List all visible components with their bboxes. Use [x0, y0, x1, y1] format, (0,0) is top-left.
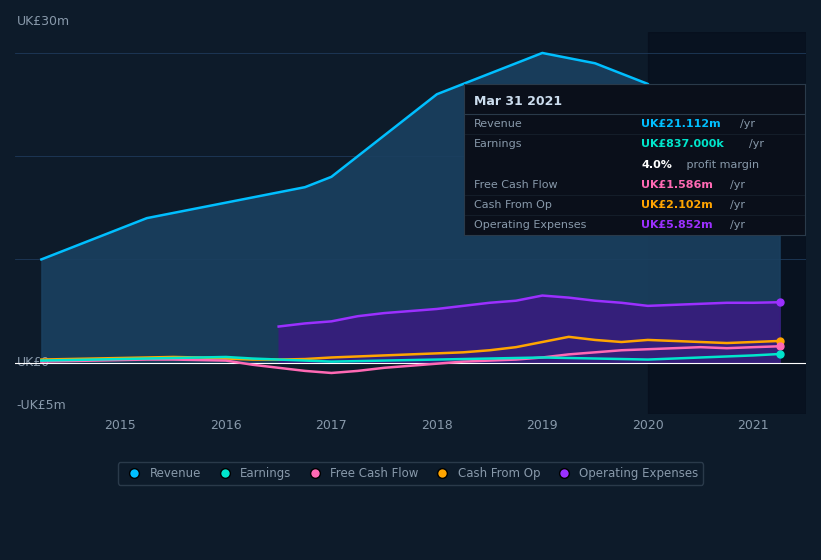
- Text: /yr: /yr: [731, 220, 745, 230]
- Text: 4.0%: 4.0%: [641, 160, 672, 170]
- Text: Mar 31 2021: Mar 31 2021: [474, 95, 562, 108]
- Text: UK£1.586m: UK£1.586m: [641, 180, 713, 190]
- Text: -UK£5m: -UK£5m: [16, 399, 67, 412]
- Bar: [648, 32, 806, 414]
- Text: UK£5.852m: UK£5.852m: [641, 220, 713, 230]
- Text: UK£837.000k: UK£837.000k: [641, 139, 724, 150]
- Text: UK£21.112m: UK£21.112m: [641, 119, 721, 129]
- Text: UK£0: UK£0: [16, 356, 50, 369]
- Legend: Revenue, Earnings, Free Cash Flow, Cash From Op, Operating Expenses: Revenue, Earnings, Free Cash Flow, Cash …: [118, 463, 703, 485]
- Text: /yr: /yr: [731, 200, 745, 210]
- Text: Operating Expenses: Operating Expenses: [474, 220, 586, 230]
- Text: Cash From Op: Cash From Op: [474, 200, 552, 210]
- Text: /yr: /yr: [750, 139, 764, 150]
- Text: Revenue: Revenue: [474, 119, 523, 129]
- Text: profit margin: profit margin: [682, 160, 759, 170]
- Text: UK£2.102m: UK£2.102m: [641, 200, 713, 210]
- Text: /yr: /yr: [740, 119, 754, 129]
- Text: Earnings: Earnings: [474, 139, 523, 150]
- Text: UK£30m: UK£30m: [16, 16, 70, 29]
- Text: /yr: /yr: [731, 180, 745, 190]
- Text: Free Cash Flow: Free Cash Flow: [474, 180, 557, 190]
